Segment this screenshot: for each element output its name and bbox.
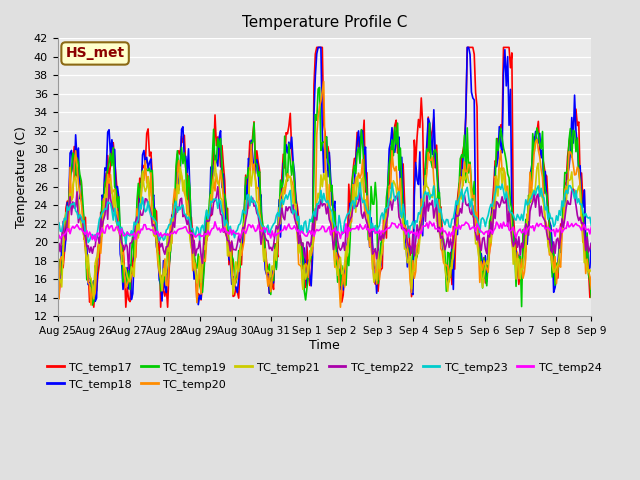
TC_temp21 — [588, 269, 595, 275]
Text: HS_met: HS_met — [65, 47, 125, 60]
TC_temp24 — [54, 232, 61, 238]
TC_temp20 — [588, 286, 595, 292]
Line: TC_temp20: TC_temp20 — [58, 82, 591, 307]
TC_temp19 — [88, 302, 96, 308]
TC_temp18 — [586, 264, 594, 270]
TC_temp17 — [90, 304, 98, 310]
TC_temp20 — [320, 79, 328, 84]
TC_temp24 — [588, 224, 595, 230]
TC_temp19 — [588, 295, 595, 300]
TC_temp19 — [586, 278, 594, 284]
TC_temp17 — [313, 45, 321, 50]
TC_temp24 — [72, 224, 79, 229]
TC_temp20 — [337, 304, 344, 310]
TC_temp23 — [330, 218, 337, 224]
TC_temp17 — [516, 270, 524, 276]
TC_temp17 — [88, 291, 96, 297]
TC_temp17 — [54, 288, 61, 294]
TC_temp21 — [90, 296, 98, 302]
TC_temp17 — [588, 275, 595, 280]
TC_temp22 — [54, 261, 61, 266]
TC_temp18 — [54, 301, 61, 307]
X-axis label: Time: Time — [309, 339, 340, 352]
TC_temp17 — [437, 204, 445, 210]
TC_temp21 — [516, 276, 524, 282]
TC_temp22 — [437, 235, 445, 241]
TC_temp19 — [72, 175, 79, 180]
TC_temp19 — [518, 304, 525, 310]
TC_temp21 — [211, 158, 219, 164]
TC_temp22 — [72, 204, 79, 210]
Line: TC_temp23: TC_temp23 — [58, 182, 591, 244]
TC_temp19 — [515, 263, 523, 268]
TC_temp22 — [586, 246, 594, 252]
Line: TC_temp21: TC_temp21 — [58, 161, 591, 299]
TC_temp20 — [330, 244, 337, 250]
TC_temp21 — [72, 173, 79, 179]
TC_temp20 — [54, 292, 61, 298]
Title: Temperature Profile C: Temperature Profile C — [242, 15, 407, 30]
TC_temp22 — [125, 266, 132, 272]
TC_temp23 — [516, 217, 524, 223]
TC_temp19 — [54, 294, 61, 300]
TC_temp22 — [88, 251, 96, 256]
TC_temp24 — [516, 226, 524, 232]
Line: TC_temp18: TC_temp18 — [58, 48, 591, 305]
TC_temp24 — [330, 228, 337, 234]
Y-axis label: Temperature (C): Temperature (C) — [15, 126, 28, 228]
TC_temp18 — [437, 217, 445, 223]
TC_temp23 — [588, 222, 595, 228]
TC_temp23 — [72, 208, 79, 214]
TC_temp22 — [105, 181, 113, 187]
TC_temp21 — [331, 261, 339, 266]
TC_temp21 — [437, 236, 445, 241]
TC_temp18 — [588, 240, 595, 246]
TC_temp20 — [516, 268, 524, 274]
TC_temp24 — [437, 229, 445, 235]
TC_temp20 — [88, 286, 96, 291]
TC_temp23 — [437, 206, 445, 212]
TC_temp20 — [437, 246, 445, 252]
TC_temp21 — [586, 267, 594, 273]
TC_temp17 — [72, 172, 79, 178]
TC_temp20 — [72, 148, 79, 154]
Legend: TC_temp17, TC_temp18, TC_temp19, TC_temp20, TC_temp21, TC_temp22, TC_temp23, TC_: TC_temp17, TC_temp18, TC_temp19, TC_temp… — [43, 358, 606, 395]
Line: TC_temp24: TC_temp24 — [58, 221, 591, 241]
TC_temp18 — [195, 302, 202, 308]
TC_temp24 — [88, 237, 96, 242]
TC_temp23 — [54, 227, 61, 233]
TC_temp18 — [331, 198, 339, 204]
TC_temp19 — [330, 228, 337, 234]
Line: TC_temp22: TC_temp22 — [58, 184, 591, 269]
TC_temp18 — [72, 132, 79, 138]
TC_temp22 — [516, 252, 524, 258]
TC_temp17 — [586, 295, 594, 300]
TC_temp23 — [586, 214, 594, 220]
TC_temp18 — [516, 267, 524, 273]
TC_temp17 — [331, 242, 339, 248]
TC_temp24 — [426, 218, 433, 224]
TC_temp24 — [586, 231, 594, 237]
TC_temp23 — [356, 180, 364, 185]
TC_temp21 — [54, 271, 61, 276]
Line: TC_temp19: TC_temp19 — [58, 87, 591, 307]
TC_temp20 — [586, 274, 594, 280]
TC_temp24 — [92, 238, 99, 244]
TC_temp23 — [88, 232, 96, 238]
TC_temp22 — [588, 240, 595, 246]
Line: TC_temp17: TC_temp17 — [58, 48, 591, 307]
TC_temp19 — [316, 84, 323, 90]
TC_temp23 — [122, 241, 130, 247]
TC_temp19 — [436, 190, 444, 195]
TC_temp18 — [314, 45, 322, 50]
TC_temp22 — [331, 237, 339, 242]
TC_temp21 — [88, 283, 96, 288]
TC_temp18 — [88, 281, 96, 287]
